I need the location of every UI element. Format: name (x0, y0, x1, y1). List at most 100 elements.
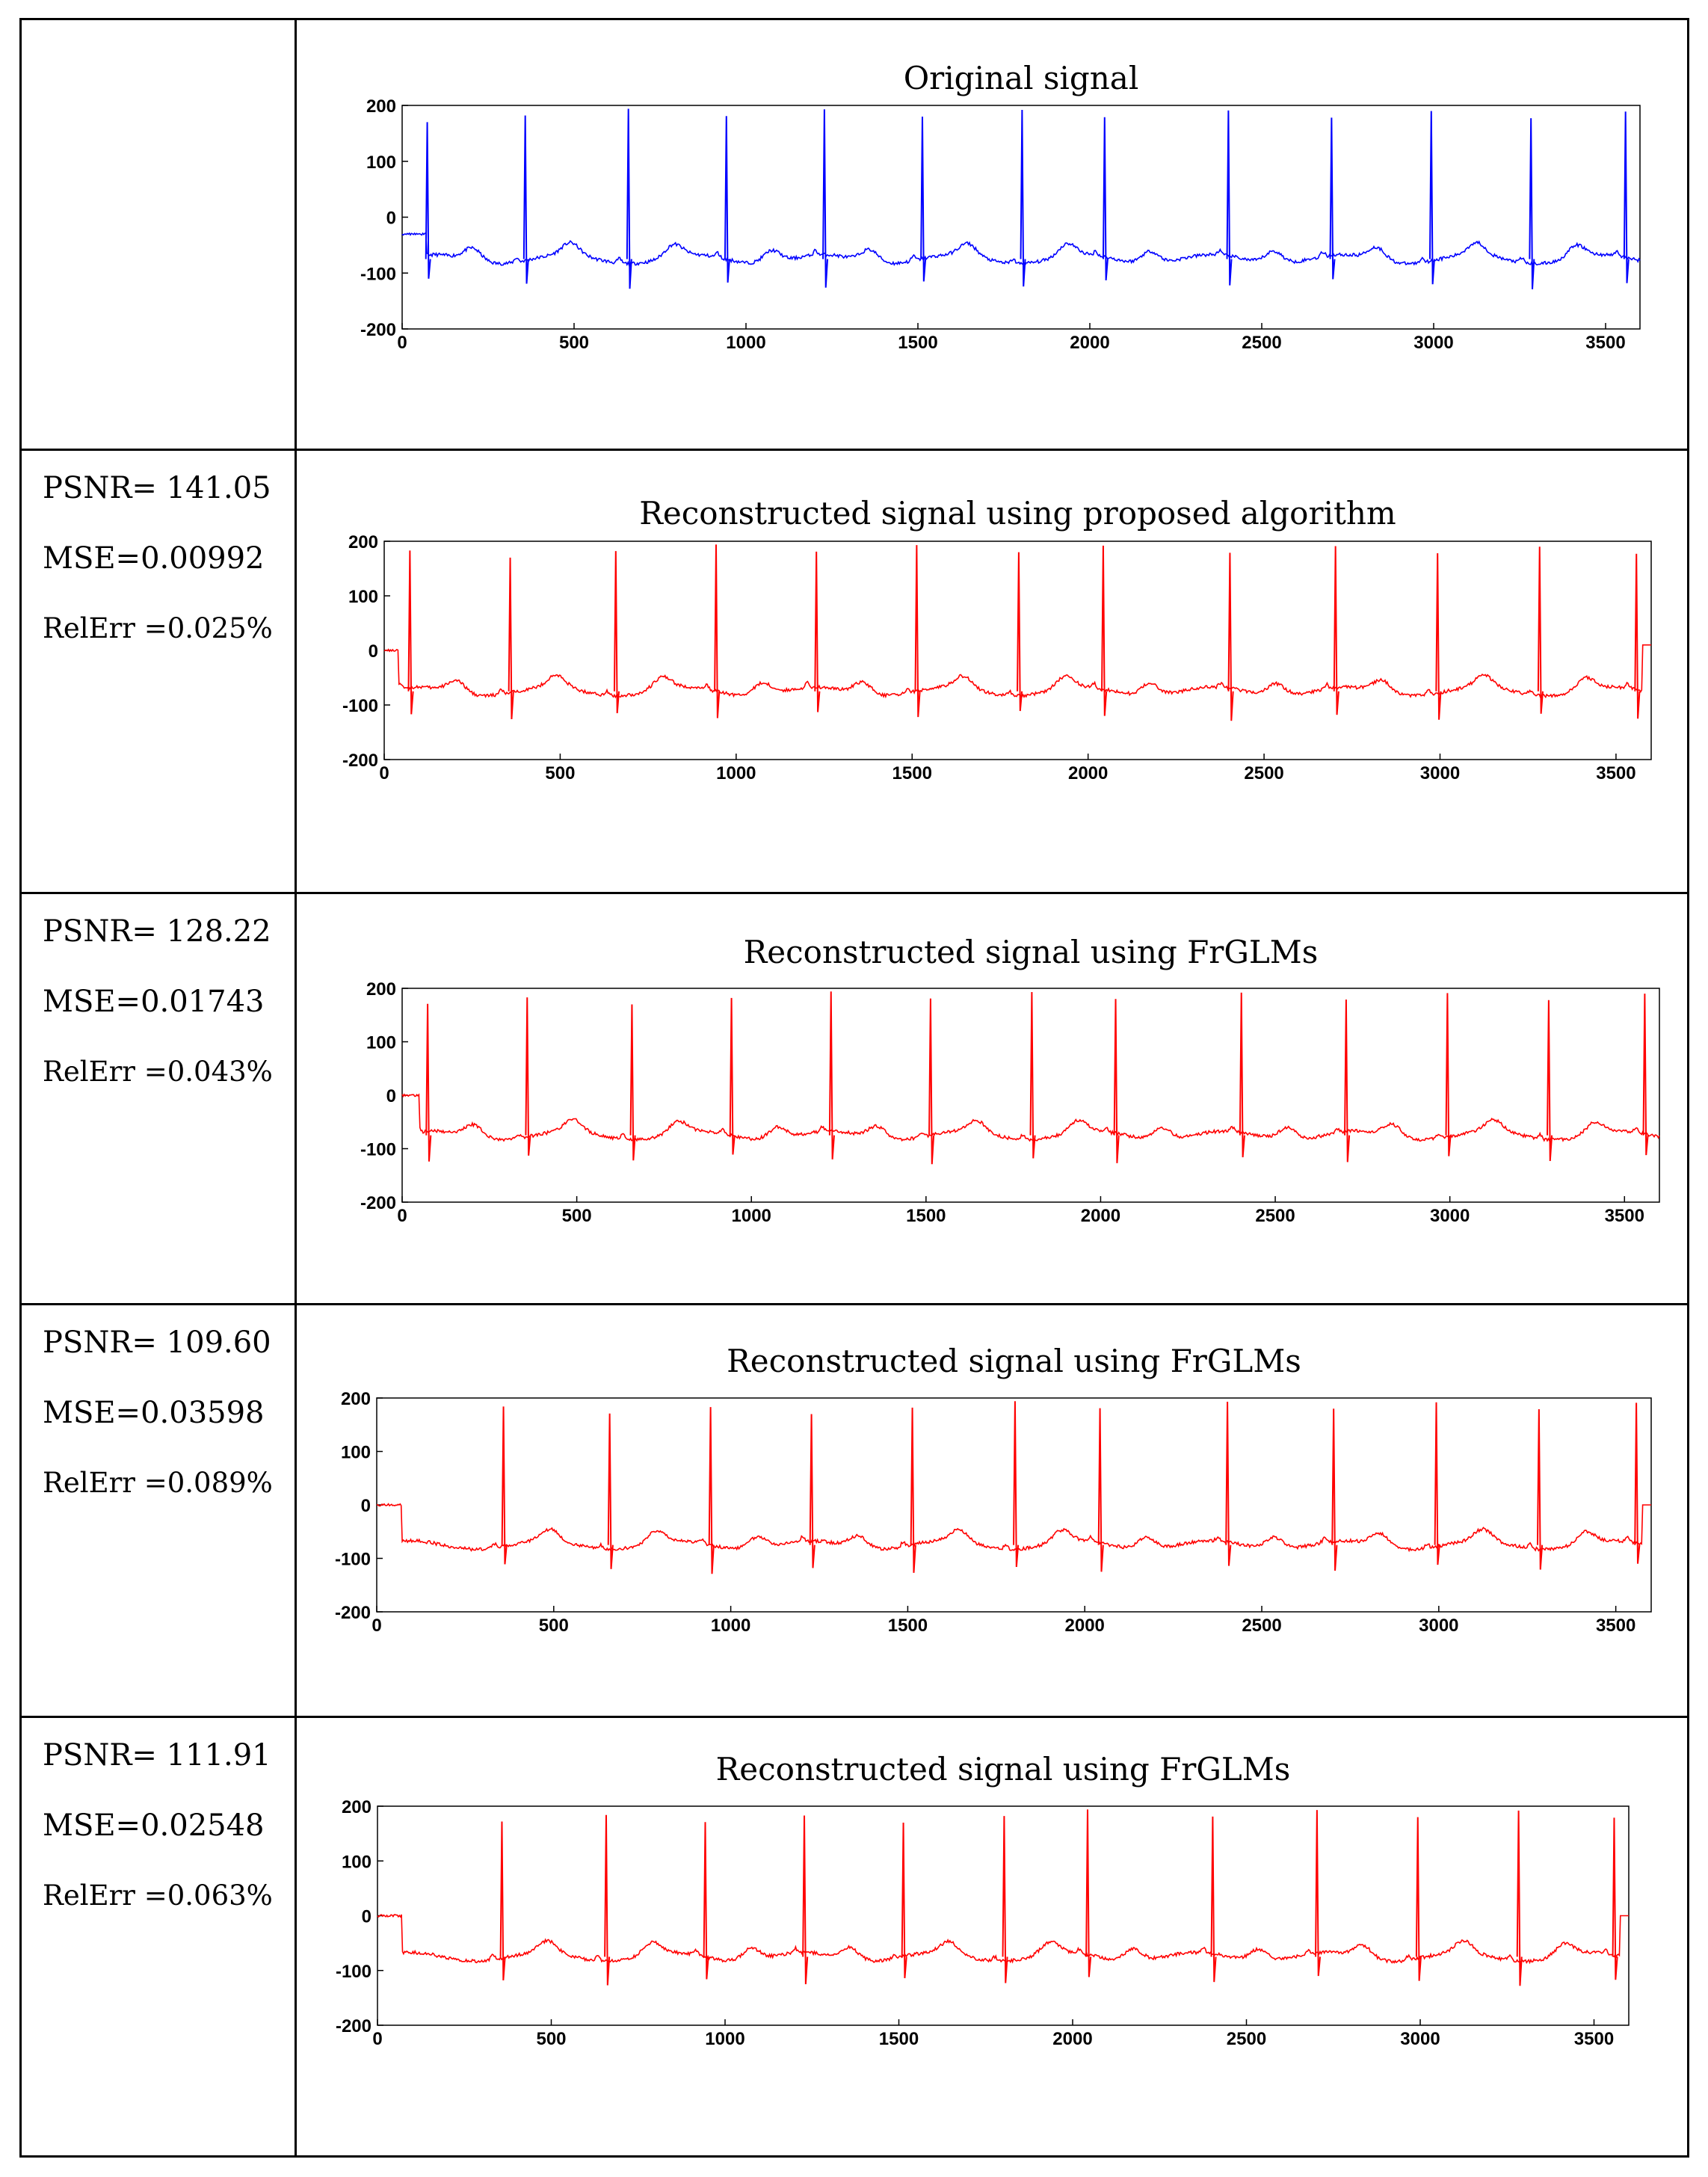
y-tick-label: -100 (360, 264, 396, 284)
metrics-cell: PSNR= 109.60 MSE=0.03598 RelErr =0.089% (43, 1313, 297, 1524)
x-tick-label: 3500 (1596, 763, 1635, 783)
y-tick-label: -100 (335, 1550, 371, 1570)
x-tick-label: 3000 (1419, 1616, 1458, 1636)
x-tick-label: 2500 (1227, 2029, 1266, 2049)
r-peak-spike (1331, 1408, 1338, 1571)
r-peak-spike (1020, 109, 1026, 287)
x-tick-label: 3000 (1420, 763, 1460, 783)
r-peak-spike (1102, 117, 1109, 281)
x-tick-label: 3500 (1596, 1616, 1635, 1636)
r-peak-spike (914, 545, 921, 718)
chart-title: Reconstructed signal using FrGLMs (744, 934, 1319, 970)
metrics-cell: PSNR= 128.22 MSE=0.01743 RelErr =0.043% (43, 902, 297, 1112)
relerr-value: RelErr =0.043% (43, 1056, 273, 1088)
x-tick-label: 500 (562, 1206, 592, 1226)
r-peak-spike (814, 551, 821, 712)
r-peak-spike (1435, 553, 1442, 720)
x-tick-label: 0 (379, 763, 389, 783)
table-row: PSNR= 128.22 MSE=0.01743 RelErr =0.043% Rec… (22, 892, 1687, 1303)
y-tick-label: 200 (342, 1797, 371, 1817)
x-tick-label: 500 (545, 763, 575, 783)
r-peak-spike (508, 557, 514, 720)
r-peak-spike (1537, 546, 1544, 714)
r-peak-spike (1445, 993, 1452, 1157)
chart-title: Reconstructed signal using FrGLMs (716, 1751, 1291, 1788)
y-tick-label: 0 (361, 1496, 371, 1516)
r-peak-spike (910, 1407, 916, 1573)
x-tick-label: 1500 (906, 1206, 946, 1226)
r-peak-spike (1415, 1817, 1422, 1981)
y-tick-label: 200 (341, 1389, 371, 1409)
r-peak-spike (501, 1406, 508, 1565)
r-peak-spike (1029, 991, 1036, 1159)
chart: Reconstructed signal using FrGLMs 0 500 100… (336, 1751, 1630, 2049)
x-tick-label: 3000 (1400, 2029, 1440, 2049)
metrics-cell: PSNR= 141.05 MSE=0.00992 RelErr =0.025% (43, 458, 297, 669)
r-peak-spike (607, 1413, 614, 1569)
chart-title: Original signal (904, 60, 1139, 96)
r-peak-spike (920, 116, 927, 282)
r-peak-spike (1225, 1401, 1232, 1566)
x-tick-label: 2500 (1244, 763, 1283, 783)
r-peak-spike (1634, 1402, 1641, 1564)
y-tick-label: 100 (342, 1852, 371, 1872)
x-tick-label: 500 (559, 333, 589, 353)
x-tick-label: 3500 (1585, 333, 1625, 353)
x-tick-label: 2000 (1065, 1616, 1105, 1636)
x-tick-label: 2000 (1070, 333, 1109, 353)
r-peak-spike (1434, 1402, 1440, 1565)
y-tick-label: -200 (360, 1193, 396, 1213)
r-peak-spike (1634, 553, 1641, 719)
x-tick-label: 1000 (732, 1206, 771, 1226)
x-tick-label: 1500 (888, 1616, 928, 1636)
r-peak-spike (1013, 1401, 1020, 1568)
x-tick-label: 2000 (1081, 1206, 1120, 1226)
r-peak-spike (1329, 117, 1336, 280)
r-peak-spike (499, 1821, 506, 1981)
chart: Reconstructed signal using FrGLMs 0 500 100… (360, 934, 1660, 1226)
r-peak-spike (1428, 111, 1435, 285)
x-tick-label: 2500 (1242, 1616, 1281, 1636)
table-row: PSNR= 109.60 MSE=0.03598 RelErr =0.089% Rec… (22, 1303, 1687, 1716)
x-tick-label: 2500 (1255, 1206, 1295, 1226)
r-peak-spike (1101, 545, 1108, 716)
mse-value: MSE=0.03598 (43, 1396, 265, 1430)
x-tick-label: 2000 (1052, 2029, 1092, 2049)
x-tick-label: 2500 (1242, 333, 1281, 353)
psnr-value: PSNR= 128.22 (43, 914, 271, 949)
y-tick-label: 100 (366, 153, 396, 173)
r-peak-spike (822, 109, 829, 288)
y-tick-label: 0 (386, 1086, 396, 1106)
x-tick-label: 1500 (879, 2029, 919, 2049)
x-tick-label: 1000 (726, 333, 765, 353)
x-tick-label: 3500 (1605, 1206, 1644, 1226)
y-tick-label: 200 (366, 979, 396, 1000)
r-peak-spike (626, 108, 632, 289)
x-tick-label: 500 (536, 2029, 566, 2049)
r-peak-spike (708, 1407, 715, 1574)
r-peak-spike (407, 550, 414, 715)
mse-value: MSE=0.00992 (43, 541, 265, 576)
r-peak-spike (525, 997, 531, 1156)
r-peak-spike (425, 1003, 432, 1162)
y-tick-label: 0 (369, 641, 378, 662)
x-tick-label: 1500 (898, 333, 937, 353)
y-tick-label: -200 (336, 2016, 371, 2036)
r-peak-spike (802, 1815, 809, 1985)
r-peak-spike (1227, 552, 1234, 721)
y-tick-label: -100 (336, 1962, 371, 1982)
r-peak-spike (1536, 1409, 1544, 1570)
x-tick-label: 3000 (1413, 333, 1453, 353)
psnr-value: PSNR= 111.91 (43, 1738, 271, 1773)
r-peak-spike (425, 122, 431, 279)
mse-value: MSE=0.01743 (43, 985, 265, 1019)
table-row: PSNR= 141.05 MSE=0.00992 RelErr =0.025% Rec… (22, 449, 1687, 892)
metrics-cell: PSNR= 111.91 MSE=0.02548 RelErr =0.063% (43, 1725, 297, 1936)
r-peak-spike (1002, 1816, 1008, 1983)
r-peak-spike (1529, 118, 1535, 289)
r-peak-spike (714, 544, 721, 718)
x-tick-label: 1500 (892, 763, 932, 783)
r-peak-spike (703, 1822, 709, 1980)
r-peak-spike (1547, 1000, 1553, 1162)
